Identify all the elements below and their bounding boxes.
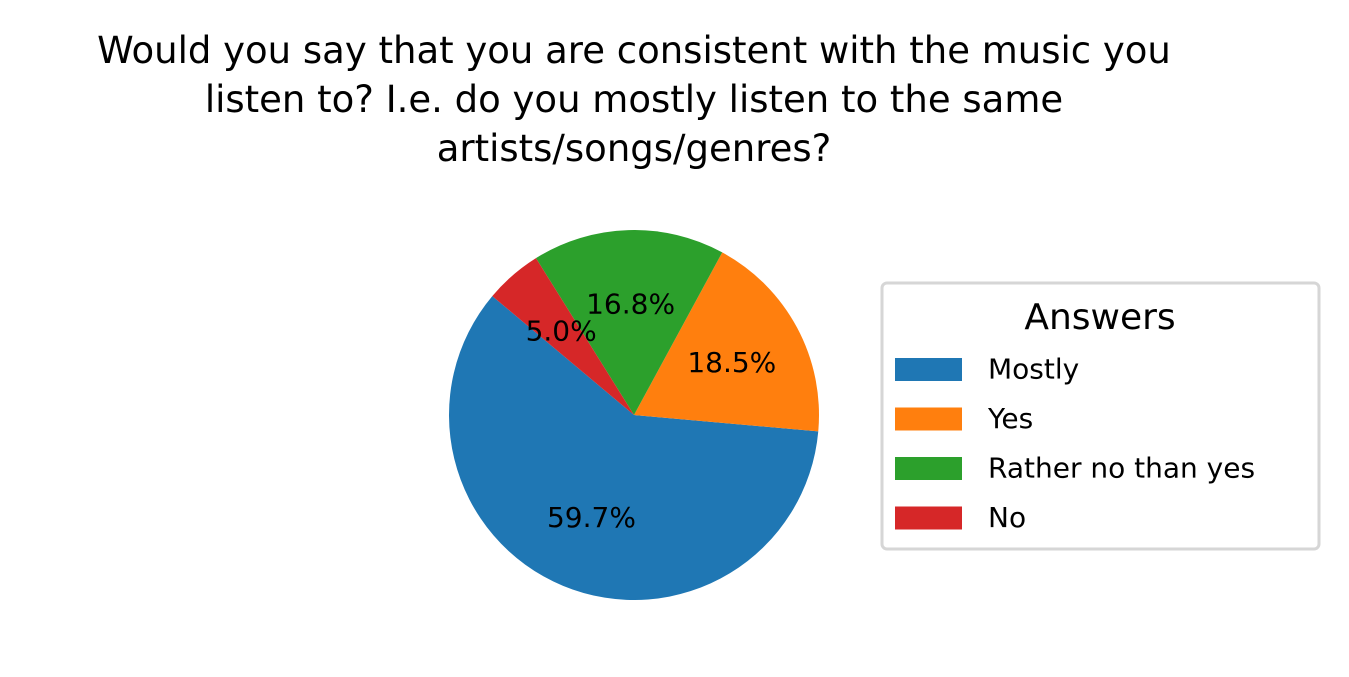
pie-slice-no [492,258,634,415]
legend: Answers Mostly Yes Rather no than yes No [880,281,1321,551]
legend-label-no: No [988,501,1026,534]
pie-slice-mostly [448,296,819,600]
chart-title: Would you say that you are consistent wi… [97,29,1171,170]
pie-slice-rather-no-than-yes [535,230,723,415]
chart-title-line-3: artists/songs/genres? [437,127,832,170]
legend-items: Mostly Yes Rather no than yes No [895,353,1255,534]
legend-label-rather-no-than-yes: Rather no than yes [988,452,1255,485]
legend-label-mostly: Mostly [988,353,1079,386]
chart-title-line-1: Would you say that you are consistent wi… [97,29,1171,72]
legend-swatch-no [895,506,962,530]
legend-label-yes: Yes [987,402,1033,435]
legend-swatch-mostly [895,358,962,381]
pie-percent-label-yes: 18.5% [687,346,776,379]
pie-percent-label-no: 5.0% [526,315,597,348]
pie-slices [448,230,819,600]
legend-swatch-rather-no-than-yes [895,457,962,480]
legend-swatch-yes [895,407,962,431]
chart-title-line-2: listen to? I.e. do you mostly listen to … [205,78,1063,121]
legend-frame [880,281,1321,551]
legend-title: Answers [1024,297,1175,338]
pie-percent-label-rather-no-than-yes: 16.8% [586,288,675,321]
pie-slice-yes [634,252,819,432]
pie-percent-label-mostly: 59.7% [547,501,636,534]
pie-percent-labels: 59.7% 18.5% 16.8%5.0% [526,288,777,534]
